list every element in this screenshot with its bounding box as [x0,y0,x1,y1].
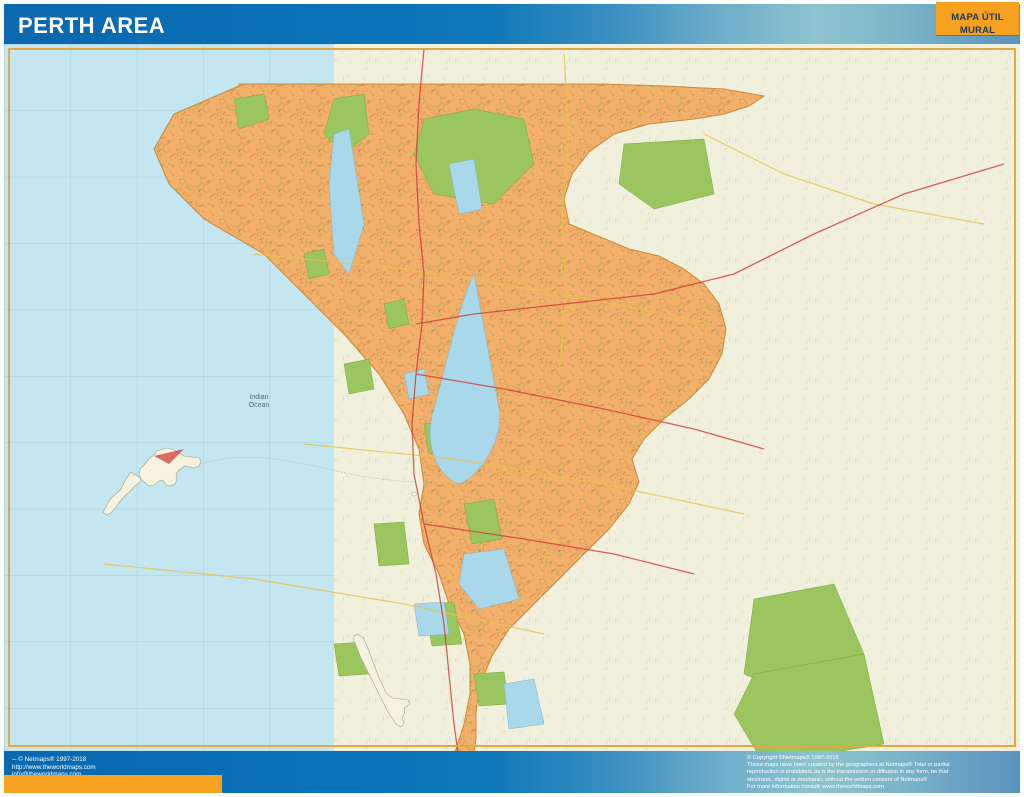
svg-text:Ocean: Ocean [249,402,270,409]
svg-text:Indian: Indian [249,394,268,401]
